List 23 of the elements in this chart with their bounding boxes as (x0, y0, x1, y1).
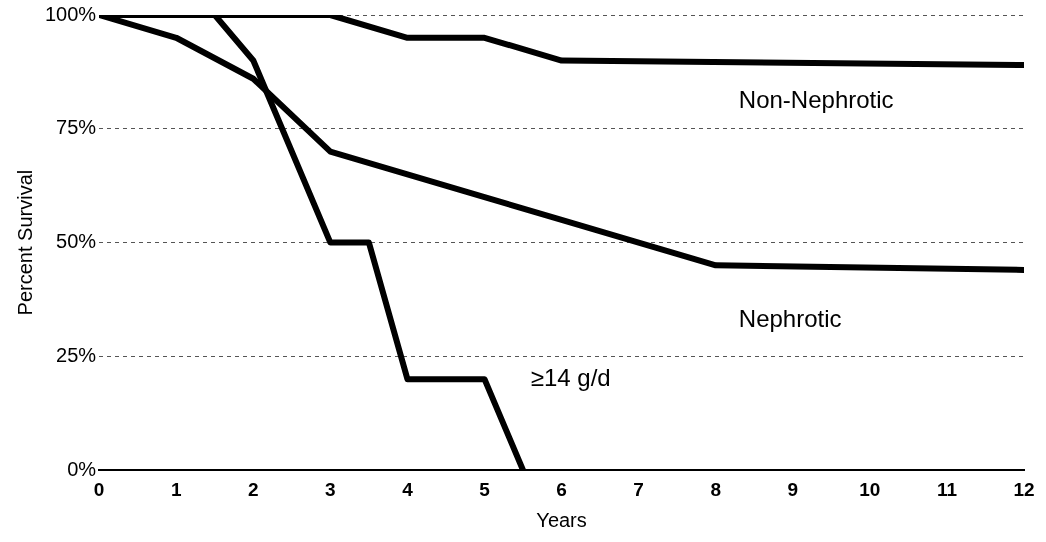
x-tick-label: 1 (170, 478, 182, 500)
series-label: ≥14 g/d (530, 363, 611, 391)
x-axis-title: Years (536, 508, 587, 531)
y-axis-title: Percent Survival (13, 169, 36, 316)
x-tick-label: 4 (402, 478, 414, 500)
y-tick-label: 0% (67, 457, 97, 480)
x-tick-label: 12 (1013, 478, 1035, 500)
x-tick-label: 6 (556, 478, 567, 500)
x-tick-label: 7 (633, 478, 644, 500)
x-tick-label: 2 (248, 478, 259, 500)
x-tick-label: 3 (325, 478, 336, 500)
x-tick-label: 11 (936, 478, 958, 500)
x-tick-label: 0 (93, 478, 105, 500)
series-label: Non-Nephrotic (738, 86, 894, 114)
x-tick-label: 5 (479, 478, 491, 500)
x-tick-label: 10 (859, 478, 881, 500)
y-tick-label: 75% (56, 116, 97, 139)
x-tick-label: 9 (787, 478, 799, 500)
series-label: Nephrotic (738, 304, 842, 332)
y-tick-label: 50% (56, 230, 97, 253)
y-tick-label: 100% (45, 2, 97, 25)
x-tick-label: 8 (710, 478, 722, 500)
y-tick-label: 25% (56, 343, 97, 366)
